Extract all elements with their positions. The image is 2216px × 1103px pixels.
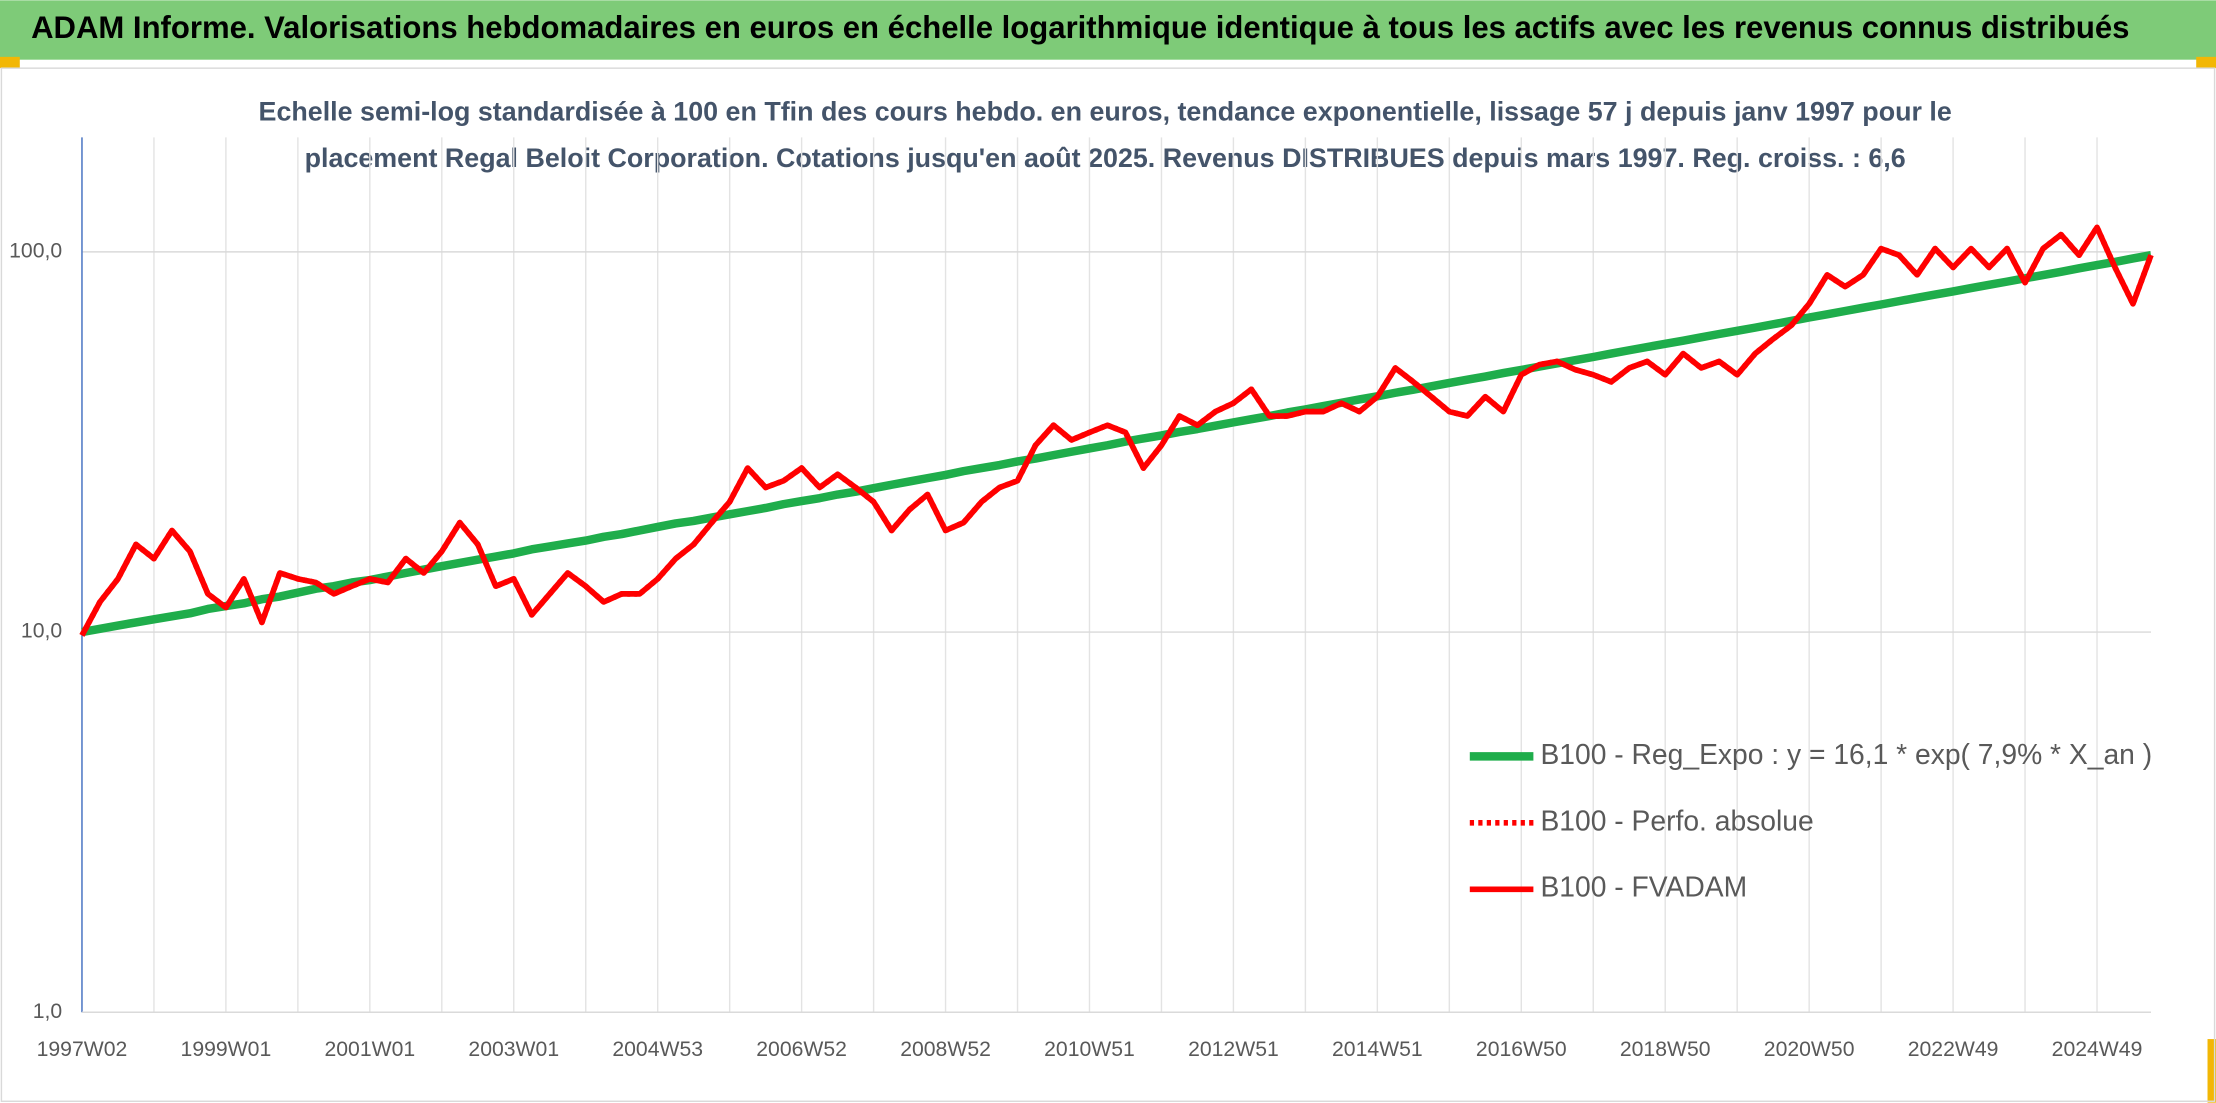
corner-left [0,56,20,69]
legend-label: B100 - FVADAM [1540,871,1747,903]
y-tick-label: 10,0 [21,620,62,643]
header-band [0,0,2216,60]
x-tick-label: 2012W51 [1188,1038,1279,1061]
corner-right [2196,56,2216,69]
y-tick-label: 100,0 [9,239,62,262]
x-tick-label: 2003W01 [468,1038,559,1061]
legend: B100 - Reg_Expo : y = 16,1 * exp( 7,9% *… [1469,738,2152,903]
x-tick-label: 2018W50 [1620,1038,1711,1061]
x-tick-label: 2024W49 [2052,1038,2143,1061]
x-tick-label: 1997W02 [37,1038,128,1061]
series-line [79,224,2154,637]
legend-label: B100 - Reg_Expo : y = 16,1 * exp( 7,9% *… [1540,738,2152,770]
x-tick-label: 2020W50 [1764,1038,1855,1061]
x-tick-label: 2010W51 [1044,1038,1135,1061]
corner-bottom-right [2207,1039,2216,1103]
x-tick-label: 2014W51 [1332,1038,1423,1061]
y-tick-label: 1,0 [33,1000,62,1023]
chart-border [0,67,2216,1102]
chart-title: Echelle semi-log standardisée à 100 en T… [259,96,1952,126]
x-tick-label: 2008W52 [900,1038,991,1061]
legend-label: B100 - Perfo. absolue [1540,804,1813,836]
x-tick-label: 2022W49 [1908,1038,1999,1061]
header-title: ADAM Informe. Valorisations hebdomadaire… [31,10,2129,45]
chart-title: placement Regal Beloit Corporation. Cota… [305,143,1906,173]
x-tick-label: 2004W53 [612,1038,703,1061]
x-tick-label: 1999W01 [181,1038,272,1061]
x-tick-label: 2006W52 [756,1038,847,1061]
x-tick-label: 2001W01 [324,1038,415,1061]
x-tick-label: 2016W50 [1476,1038,1567,1061]
plot [79,224,2154,637]
